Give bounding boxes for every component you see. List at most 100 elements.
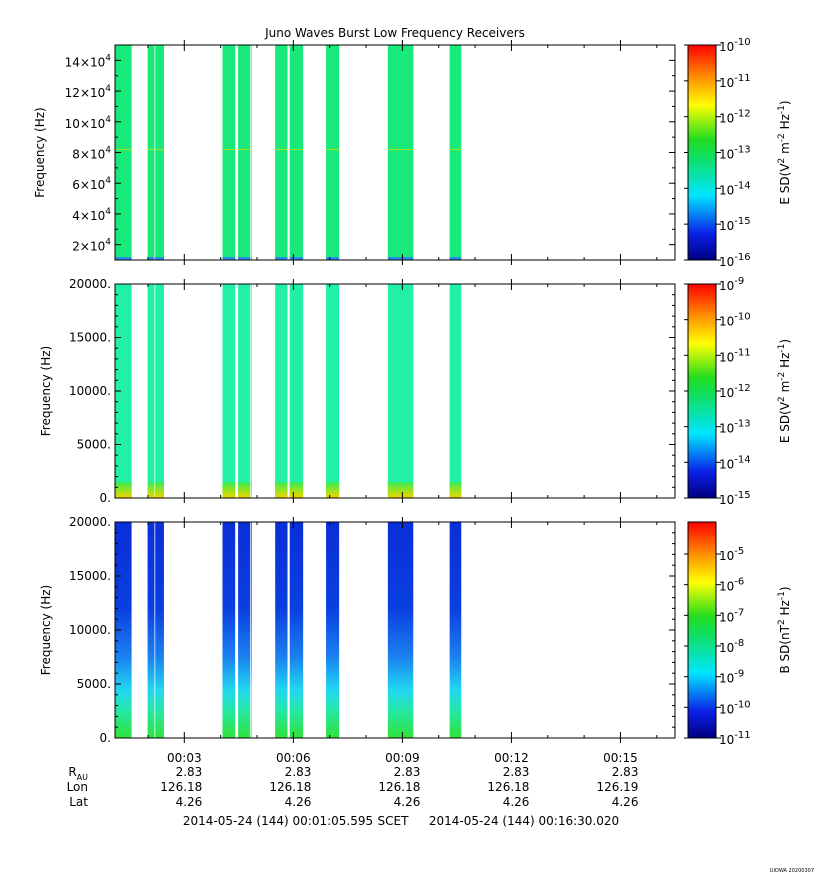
low-frequency-band: [449, 482, 462, 498]
low-edge-band: [155, 257, 164, 260]
colorbar-tick-label: 10-9: [719, 276, 744, 293]
low-edge-band: [222, 257, 236, 260]
narrowband-line: [387, 148, 414, 150]
narrowband-line: [326, 148, 340, 150]
narrowband-line: [250, 148, 252, 150]
colorbar-tick-label: 10-9: [719, 669, 744, 686]
y-tick-label: 6×104: [72, 176, 111, 192]
spectrogram-burst: [289, 522, 304, 738]
colorbar-tick-label: 10-10: [719, 37, 751, 54]
spectrogram-burst: [250, 284, 252, 498]
low-edge-band: [326, 257, 340, 260]
y-axis-label: Frequency (Hz): [33, 107, 47, 198]
spectrogram-burst: [326, 284, 340, 498]
spectrogram-burst: [449, 284, 462, 498]
colorbar: [687, 44, 717, 261]
ephemeris-value: 2.83: [612, 765, 639, 779]
narrowband-line: [222, 148, 236, 150]
colorbar-tick-label: 10-12: [719, 109, 751, 126]
colorbar: [687, 521, 717, 739]
low-frequency-band: [387, 482, 414, 498]
ephemeris-row-label: Lat: [69, 795, 88, 809]
spectrogram-burst: [147, 45, 155, 260]
low-edge-band: [238, 257, 251, 260]
spectrogram-burst: [155, 284, 164, 498]
spectrogram-burst: [289, 284, 304, 498]
colorbar-tick-label: 10-12: [719, 383, 751, 400]
spectrogram-burst: [275, 45, 288, 260]
y-tick-label: 4×104: [72, 207, 111, 223]
panel-1: 2×104 4×104 6×104 8×104 10×104 12×104 14×104 Fr…: [33, 37, 792, 269]
spectrogram-burst: [449, 522, 462, 738]
spectrogram-burst: [387, 45, 414, 260]
ephemeris-value: 2.83: [285, 765, 312, 779]
x-tick-label: 00:12: [494, 751, 529, 765]
narrowband-line: [147, 148, 155, 150]
low-frequency-band: [147, 482, 155, 498]
spectrogram-burst: [326, 45, 340, 260]
y-tick-label: 20000.: [69, 277, 111, 291]
x-tick-label: 00:03: [167, 751, 202, 765]
y-tick-label: 8×104: [72, 146, 111, 162]
ephemeris-value: 126.18: [378, 780, 420, 794]
narrowband-line: [115, 148, 132, 150]
colorbar-tick-label: 10-5: [719, 546, 744, 563]
low-frequency-band: [326, 482, 340, 498]
x-tick-label: 00:15: [603, 751, 638, 765]
narrowband-line: [155, 148, 164, 150]
colorbar-tick-label: 10-15: [719, 490, 751, 507]
spectrogram-burst: [238, 522, 251, 738]
y-tick-label: 10000.: [69, 384, 111, 398]
footer-scet: SCET: [378, 814, 410, 828]
colorbar-tick-label: 10-16: [719, 252, 751, 269]
spectrogram-burst: [147, 522, 155, 738]
colorbar-label: B SD(nT2 Hz-1): [777, 586, 792, 673]
spectrogram-burst: [155, 45, 164, 260]
spectrogram-burst: [115, 45, 132, 260]
low-edge-band: [250, 257, 252, 260]
spectrogram-burst: [449, 45, 462, 260]
narrowband-line: [275, 148, 288, 150]
y-tick-label: 10×104: [65, 115, 112, 131]
colorbar-tick-label: 10-11: [719, 347, 751, 364]
spectrogram-burst: [238, 284, 251, 498]
low-frequency-band: [250, 482, 252, 498]
y-tick-label: 14×104: [65, 53, 112, 69]
colorbar-tick-label: 10-11: [719, 730, 751, 747]
y-tick-label: 15000.: [69, 569, 111, 583]
narrowband-line: [238, 148, 251, 150]
spectrogram-burst: [275, 284, 288, 498]
x-tick-label: 00:06: [276, 751, 311, 765]
spectrogram-burst: [250, 522, 252, 738]
ephemeris-value: 4.26: [503, 795, 530, 809]
spectrogram-burst: [222, 284, 236, 498]
panel-2: 0. 5000. 10000. 15000. 20000. Frequency (Hz) 1…: [39, 276, 792, 507]
spectrogram-burst: [238, 45, 251, 260]
y-axis-label: Frequency (Hz): [39, 585, 53, 676]
colorbar-tick-label: 10-7: [719, 607, 744, 624]
low-frequency-band: [115, 482, 132, 498]
spectrogram-burst: [289, 45, 304, 260]
y-tick-label: 5000.: [77, 677, 111, 691]
y-tick-label: 15000.: [69, 331, 111, 345]
ephemeris-value: 2.83: [176, 765, 203, 779]
colorbar-tick-label: 10-15: [719, 216, 751, 233]
y-tick-label: 0.: [100, 491, 111, 505]
colorbar-tick-label: 10-14: [719, 454, 751, 471]
spectrogram-burst: [275, 522, 288, 738]
colorbar-tick-label: 10-13: [719, 419, 751, 436]
ephemeris-row-label: RAU: [68, 765, 88, 782]
ephemeris-value: 126.18: [487, 780, 529, 794]
narrowband-line: [449, 148, 462, 150]
y-axis-label: Frequency (Hz): [39, 346, 53, 437]
version-stamp: UIOWA 20200307: [770, 868, 814, 874]
spectrogram-burst: [326, 522, 340, 738]
spectrogram-burst: [155, 522, 164, 738]
low-frequency-band: [222, 482, 236, 498]
ephemeris-value: 4.26: [176, 795, 203, 809]
y-tick-label: 10000.: [69, 623, 111, 637]
footer-end: 2014-05-24 (144) 00:16:30.020: [429, 814, 619, 828]
ephemeris-value: 2.83: [394, 765, 421, 779]
colorbar-tick-label: 10-10: [719, 312, 751, 329]
spectrogram-burst: [387, 522, 414, 738]
